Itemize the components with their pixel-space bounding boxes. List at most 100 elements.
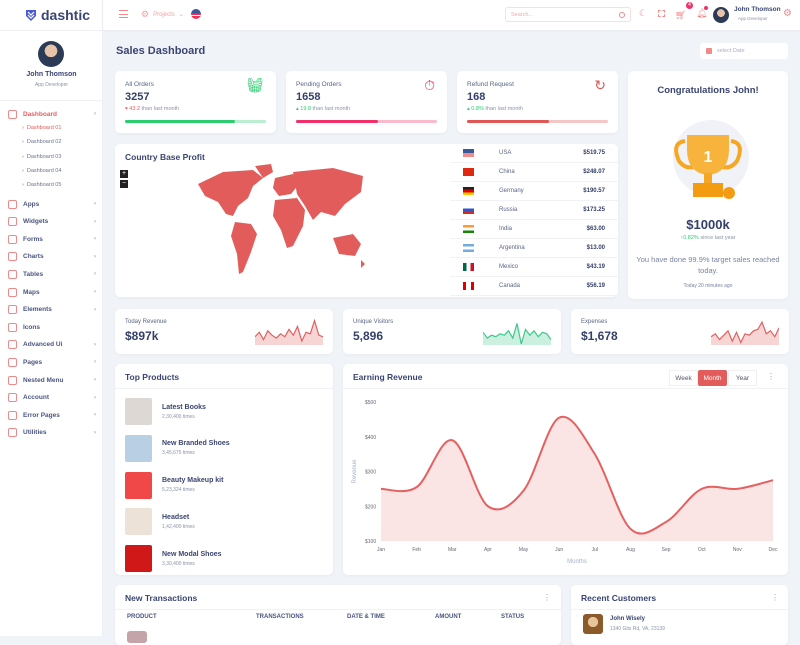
country-row[interactable]: USA $519.75: [450, 144, 618, 163]
product-image: [125, 471, 152, 499]
flag-canada-icon: [463, 282, 474, 290]
product-image: [125, 434, 152, 462]
notification-bell-icon[interactable]: 🔔︎: [696, 8, 708, 18]
logo[interactable]: dashtic: [24, 7, 90, 23]
country-row[interactable]: Germany $190.57: [450, 182, 618, 201]
more-options-icon[interactable]: ⋮: [767, 372, 775, 381]
sidebar-item-utilities[interactable]: Utilities ›: [8, 425, 96, 441]
sidebar-subitem-dashboard-02[interactable]: Dashboard 02: [22, 139, 62, 146]
header-user-name[interactable]: John Thomson: [734, 6, 781, 13]
sidebar-subitem-dashboard-01[interactable]: Dashboard 01: [22, 125, 62, 132]
chevron-right-icon: ›: [94, 201, 96, 207]
tab-month[interactable]: Month: [698, 370, 727, 386]
stat-card-all-orders: All Orders 3257 ▾ 43.2 than last month 🧺…: [115, 71, 276, 133]
sidebar-item-advanced-ui[interactable]: Advanced Ui ›: [8, 337, 96, 353]
map-africa: [273, 198, 305, 248]
stat-card-refund-request: Refund Request 168 ▴ 0.8% than last mont…: [457, 71, 618, 133]
dark-mode-moon-icon[interactable]: ☾: [639, 8, 648, 18]
x-tick-label: Dec: [769, 547, 778, 553]
map-south-america: [231, 222, 257, 274]
product-thumbnail: [127, 631, 147, 643]
column-header[interactable]: TRANSACTIONS: [256, 614, 304, 620]
sidebar-item-forms[interactable]: Forms ›: [8, 231, 96, 247]
chevron-right-icon: ›: [94, 253, 96, 260]
projects-dropdown[interactable]: ⚙ Projects ⌄: [141, 9, 184, 19]
column-header[interactable]: DATE & TIME: [347, 614, 385, 620]
country-row[interactable]: Argentina $13.00: [450, 239, 618, 258]
congrats-time: Today 20 minutes ago: [683, 283, 733, 289]
sidebar-item-error-pages[interactable]: Error Pages ›: [8, 407, 96, 423]
fullscreen-icon[interactable]: [658, 10, 665, 17]
menu-toggle-icon[interactable]: [119, 10, 128, 18]
sidebar-item-charts[interactable]: Charts ›: [8, 249, 96, 265]
sidebar-item-apps[interactable]: Apps ›: [8, 196, 96, 212]
map-zoom-out-button[interactable]: −: [120, 180, 128, 188]
country-row[interactable]: China $248.07: [450, 163, 618, 182]
search-input[interactable]: Search...: [505, 7, 631, 22]
charts-icon: [8, 252, 17, 262]
sidebar-item-dashboard[interactable]: Dashboard ›: [8, 106, 96, 122]
more-options-icon[interactable]: ⋮: [543, 593, 551, 602]
chevron-right-icon: ›: [94, 111, 96, 117]
column-header[interactable]: AMOUNT: [435, 614, 462, 620]
mini-stat-card-unique-visitors: Unique Visitors 5,896: [343, 309, 561, 354]
top-header: ⚙ Projects ⌄ Search... ☾ 🛒︎ 4 🔔︎ John Thom…: [103, 0, 800, 30]
product-item[interactable]: New Modal Shoes 3,30,400 times: [125, 545, 222, 573]
customer-avatar[interactable]: [583, 614, 603, 634]
country-row[interactable]: India $63.00: [450, 220, 618, 239]
chart-line: [380, 415, 774, 535]
sidebar-item-elements[interactable]: Elements ›: [8, 302, 96, 318]
widgets-icon: [8, 217, 17, 227]
y-tick-label: $200: [365, 504, 376, 510]
sidebar-item-account[interactable]: Account ›: [8, 390, 96, 406]
header-avatar[interactable]: [713, 7, 729, 23]
product-item[interactable]: Latest Books 2,30,400 times: [125, 398, 206, 425]
sidebar-subitem-dashboard-03[interactable]: Dashboard 03: [22, 154, 62, 161]
map-europe: [273, 174, 299, 196]
sidebar-item-maps[interactable]: Maps ›: [8, 284, 96, 300]
map-zoom-in-button[interactable]: +: [120, 170, 128, 178]
cart-icon[interactable]: 🛒︎: [675, 10, 687, 20]
chevron-right-icon: ›: [94, 289, 96, 295]
sidebar-subitem-dashboard-04[interactable]: Dashboard 04: [22, 168, 62, 175]
customer-name[interactable]: John Wisely: [610, 616, 645, 622]
country-row[interactable]: Mexico $43.19: [450, 258, 618, 277]
sidebar-item-pages[interactable]: Pages ›: [8, 354, 96, 370]
new-transactions-card: New Transactions ⋮ PRODUCT TRANSACTIONS DA…: [115, 585, 561, 645]
chevron-right-icon: ›: [94, 341, 96, 348]
pages-icon: [8, 357, 17, 367]
sidebar-item-widgets[interactable]: Widgets ›: [8, 214, 96, 230]
search-icon[interactable]: [619, 11, 625, 18]
product-item[interactable]: Headset 1,42,400 times: [125, 508, 195, 536]
trophy-illustration: 1: [673, 120, 749, 199]
tab-year[interactable]: Year: [728, 370, 757, 386]
world-map[interactable]: [193, 164, 371, 284]
avatar[interactable]: [38, 41, 64, 67]
sidebar-item-icons[interactable]: Icons: [8, 319, 96, 335]
language-flag-icon[interactable]: [191, 9, 201, 19]
customer-address: 1340 Gits Rd, VA, 23139: [610, 626, 665, 632]
product-item[interactable]: Beauty Makeup kit 5,23,324 times: [125, 471, 223, 499]
country-row[interactable]: Russia $173.25: [450, 201, 618, 220]
stat-progress-bar: [125, 120, 266, 123]
stat-progress-bar: [467, 120, 608, 123]
x-tick-label: Jan: [377, 547, 385, 553]
map-greenland: [255, 164, 273, 178]
x-axis-label: Months: [567, 559, 587, 565]
x-tick-label: Feb: [412, 547, 421, 553]
more-options-icon[interactable]: ⋮: [771, 593, 779, 602]
flag-usa-icon: [463, 149, 474, 157]
chevron-right-icon: ›: [94, 271, 96, 278]
sparkline-chart: [711, 320, 779, 345]
column-header[interactable]: STATUS: [501, 614, 525, 620]
sidebar-subitem-dashboard-05[interactable]: Dashboard 05: [22, 182, 62, 189]
advanced-ui-icon: [8, 340, 17, 350]
settings-gear-icon[interactable]: ⚙: [783, 8, 792, 19]
sidebar-item-tables[interactable]: Tables ›: [8, 266, 96, 282]
product-item[interactable]: New Branded Shoes 3,45,675 times: [125, 434, 230, 462]
date-picker-input[interactable]: select Date: [700, 43, 788, 59]
column-header[interactable]: PRODUCT: [127, 614, 157, 620]
sidebar-item-nested-menu[interactable]: Nested Menu ›: [8, 372, 96, 388]
tab-week[interactable]: Week: [669, 370, 698, 386]
country-row[interactable]: Canada $56.19: [450, 277, 618, 296]
